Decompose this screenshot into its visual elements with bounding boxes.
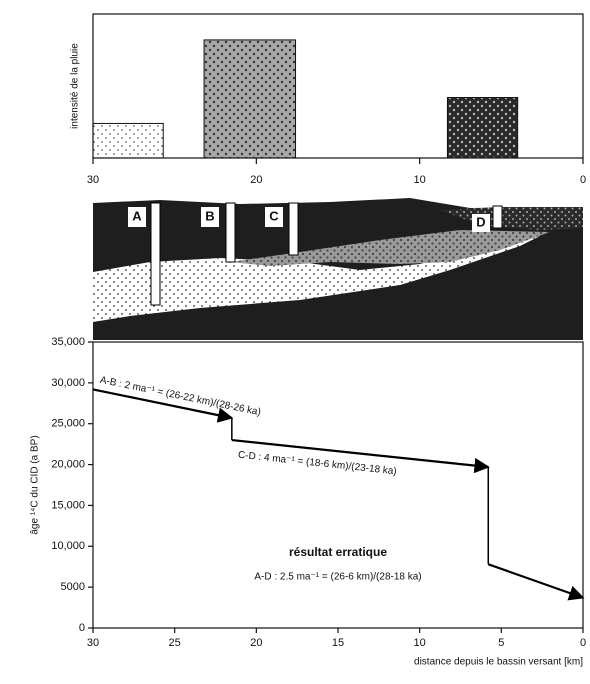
well-label: D [476, 214, 485, 229]
y-tick-label: 15,000 [51, 499, 85, 511]
y-tick-label: 10,000 [51, 540, 85, 552]
y-tick-label: 20,000 [51, 458, 85, 470]
plot-frame [92, 341, 584, 629]
line-segment [487, 563, 585, 601]
annotation: résultat erratique [289, 545, 387, 559]
x-tick-label: 20 [250, 174, 262, 186]
line-segment [231, 438, 490, 474]
x-tick-label: 10 [414, 637, 426, 649]
well-label: C [269, 208, 279, 223]
x-tick-label: 10 [414, 174, 426, 186]
x-tick-label: 0 [580, 637, 586, 649]
cross-section: A B C D [93, 198, 583, 340]
bar [92, 122, 164, 159]
y-axis-label: intensité de la pluie [70, 43, 81, 129]
x-tick-label: 15 [332, 637, 344, 649]
x-axis-label: distance depuis le bassin versant [km] [414, 657, 583, 668]
x-tick-label: 30 [87, 637, 99, 649]
plot-frame [92, 13, 584, 159]
x-tick-label: 30 [87, 174, 99, 186]
x-tick-label: 20 [250, 637, 262, 649]
x-tick-label: 0 [580, 174, 586, 186]
annotation: C-D : 4 ma⁻¹ = (18-6 km)/(23-18 ka) [237, 450, 397, 478]
y-axis-label: âge ¹⁴C du CID (a BP) [30, 435, 41, 534]
y-tick-label: 0 [79, 622, 85, 634]
line-segment [92, 388, 234, 423]
x-tick-label: 5 [498, 637, 504, 649]
y-tick-label: 35,000 [51, 336, 85, 348]
annotation: A-D : 2.5 ma⁻¹ = (26-6 km)/(28-18 ka) [254, 572, 421, 583]
bar [446, 97, 519, 159]
y-tick-label: 30,000 [51, 377, 85, 389]
y-tick-label: 5000 [61, 581, 85, 593]
y-tick-label: 25,000 [51, 418, 85, 430]
bar [203, 39, 297, 159]
well-label: B [205, 208, 214, 223]
well-label: A [132, 208, 142, 223]
x-tick-label: 25 [169, 637, 181, 649]
